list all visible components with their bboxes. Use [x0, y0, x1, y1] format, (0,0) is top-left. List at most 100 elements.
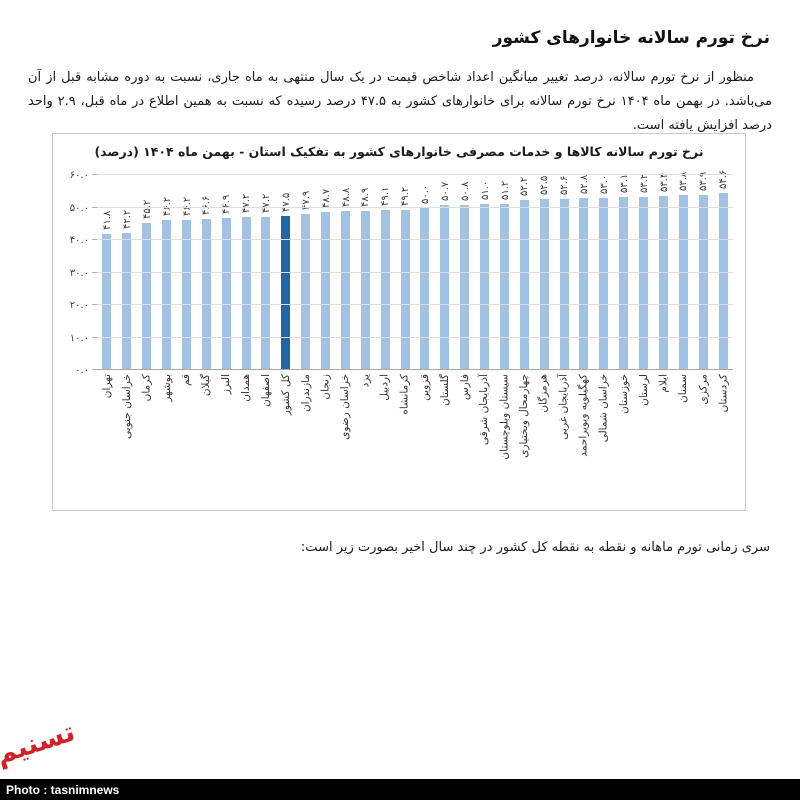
y-tick-label: ۰.۰ [75, 365, 89, 376]
bar-value-label: ۴۹.۱ [380, 187, 392, 207]
y-tick [92, 271, 97, 273]
bar-value-label: ۴۶.۶ [201, 195, 213, 215]
bar-column: ۴۹.۲ [395, 175, 415, 370]
bar-column: ۵۰.۸ [455, 175, 475, 370]
x-axis-label: سمنان [677, 374, 690, 403]
bar-column: ۴۲.۲ [117, 175, 137, 370]
bar [519, 200, 529, 370]
x-axis-label: قزوین [418, 374, 431, 401]
y-tick [92, 369, 97, 370]
bar [599, 197, 609, 370]
plot-wrap: ۴۱.۸ ۴۲.۲ ۴۵.۲ ۴۶.۲ ۴۶.۲ ۴۶.۶ ۴۶.۹ ۴۷.۲ ۴۷.۲ ۴۷.۵… [92, 169, 733, 510]
bar-column: ۵۳.۹ [693, 172, 713, 370]
x-axis-label: کل کشور [279, 374, 292, 416]
bar [162, 219, 172, 370]
bar-column: ۵۳.۲ [634, 174, 654, 370]
x-axis-label: گلستان [438, 374, 451, 406]
bar [440, 205, 450, 370]
bar-column: ۴۸.۸ [336, 175, 356, 370]
x-label-cell: مرکزی [693, 370, 713, 510]
bar [102, 234, 112, 370]
bar [360, 211, 370, 370]
bar-value-label: ۴۵.۲ [141, 199, 153, 220]
x-axis-label: کرمان [140, 374, 153, 402]
bar-value-label: ۵۲.۶ [559, 175, 571, 196]
x-label-cell: کردستان [713, 370, 733, 510]
bar-value-label: ۵۲.۵ [539, 176, 551, 196]
intro-paragraph: منظور از نرخ تورم سالانه، درصد تغییر میا… [28, 70, 772, 133]
bar-value-label: ۵۱.۰ [479, 180, 491, 201]
x-axis-label: خوزستان [617, 374, 630, 414]
bar [579, 198, 589, 370]
bar-column: ۴۵.۲ [137, 175, 157, 370]
bar [559, 199, 569, 370]
bar-column: ۴۶.۹ [216, 175, 236, 370]
x-label-cell: خراسان جنوبی [117, 370, 137, 510]
x-label-cell: سیستان وبلوچستان [495, 370, 515, 510]
tasnim-logo-calligraphy: تسنیم [0, 715, 79, 771]
x-axis-label: ایلام [657, 374, 670, 393]
x-label-cell: کهگیلویه وبویراحمد [574, 370, 594, 510]
chart-body: ۰.۰ ۱۰.۰ ۲۰.۰ ۳۰.۰ ۴۰.۰ ۵۰.۰ ۶۰.۰ ۴۱.۸ ۴۲.۲ ۴۵.۲… [53, 169, 745, 510]
bar-column: ۵۱.۲ [495, 175, 515, 370]
y-tick [92, 336, 97, 338]
plot-area: ۴۱.۸ ۴۲.۲ ۴۵.۲ ۴۶.۲ ۴۶.۲ ۴۶.۶ ۴۶.۹ ۴۷.۲ ۴۷.۲ ۴۷.۵… [92, 169, 733, 370]
bar-column: ۴۷.۲ [256, 175, 276, 370]
bottom-note: سری زمانی تورم ماهانه و نقطه به نقطه کل … [300, 540, 770, 555]
y-tick-label: ۴۰.۰ [69, 235, 89, 246]
bar-value-label: ۴۱.۸ [102, 210, 113, 231]
bar-column: ۴۸.۹ [355, 175, 375, 370]
bar [619, 197, 629, 370]
x-axis-label: مرکزی [697, 374, 710, 405]
x-axis-label: کردستان [717, 374, 729, 413]
bar-column: ۴۱.۸ [97, 175, 117, 370]
bar-value-label: ۴۷.۲ [241, 193, 253, 213]
x-axis-labels: تهران خراسان جنوبی کرمان بوشهر قم گیلان البرز ه… [97, 370, 733, 510]
bar-value-label: ۵۰.۰ [420, 184, 431, 204]
bar [321, 211, 331, 370]
bar [122, 232, 132, 370]
bar-column: ۵۳.۸ [673, 172, 693, 370]
x-label-cell: چهارمحال وبختیاری [514, 370, 534, 510]
bar [480, 204, 490, 370]
y-tick-label: ۳۰.۰ [69, 267, 89, 279]
x-axis-label: اصفهان [259, 374, 272, 407]
page-title: نرخ تورم سالانه خانوارهای کشور [492, 28, 770, 48]
bar [639, 197, 649, 370]
bar [380, 210, 390, 370]
gridline [97, 304, 733, 305]
y-tick [92, 304, 97, 305]
bar [340, 211, 350, 370]
x-label-cell: سمنان [673, 370, 693, 510]
y-tick [92, 206, 97, 208]
bar [539, 199, 549, 370]
bar-value-label: ۵۳.۱ [618, 174, 630, 194]
x-label-cell: خوزستان [614, 370, 634, 510]
bar-value-label: ۴۸.۹ [360, 187, 372, 208]
bar [460, 204, 470, 370]
bar-value-label: ۴۷.۵ [280, 192, 292, 212]
bar-value-label: ۵۲.۸ [579, 175, 590, 195]
x-label-cell: قم [177, 370, 197, 510]
bar-value-label: ۵۲.۲ [519, 177, 531, 197]
x-axis-label: آذربایجان شرقی [478, 374, 491, 446]
y-axis: ۰.۰ ۱۰.۰ ۲۰.۰ ۳۰.۰ ۴۰.۰ ۵۰.۰ ۶۰.۰ [53, 170, 97, 376]
bar [678, 195, 688, 370]
x-axis-label: لرستان [637, 374, 650, 406]
bar-value-label: ۵۴.۶ [718, 169, 730, 189]
bar-column: ۵۳.۱ [614, 174, 634, 370]
bar-value-label: ۵۳.۰ [598, 174, 610, 194]
bar-column: ۵۰.۰ [415, 175, 435, 370]
x-label-cell: یزد [355, 370, 375, 510]
gridline [97, 369, 733, 370]
x-label-cell: مازندران [296, 370, 316, 510]
bar-value-label: ۴۶.۹ [221, 194, 233, 214]
x-axis-label: زنجان [319, 374, 332, 400]
x-label-cell: کل کشور [276, 370, 296, 510]
bar [400, 210, 410, 370]
x-axis-label: همدان [240, 374, 252, 402]
photo-credit-text: Photo : tasnimnews [6, 782, 120, 797]
bar-column: ۴۷.۵ [276, 175, 296, 370]
x-axis-label: مازندران [299, 374, 312, 413]
